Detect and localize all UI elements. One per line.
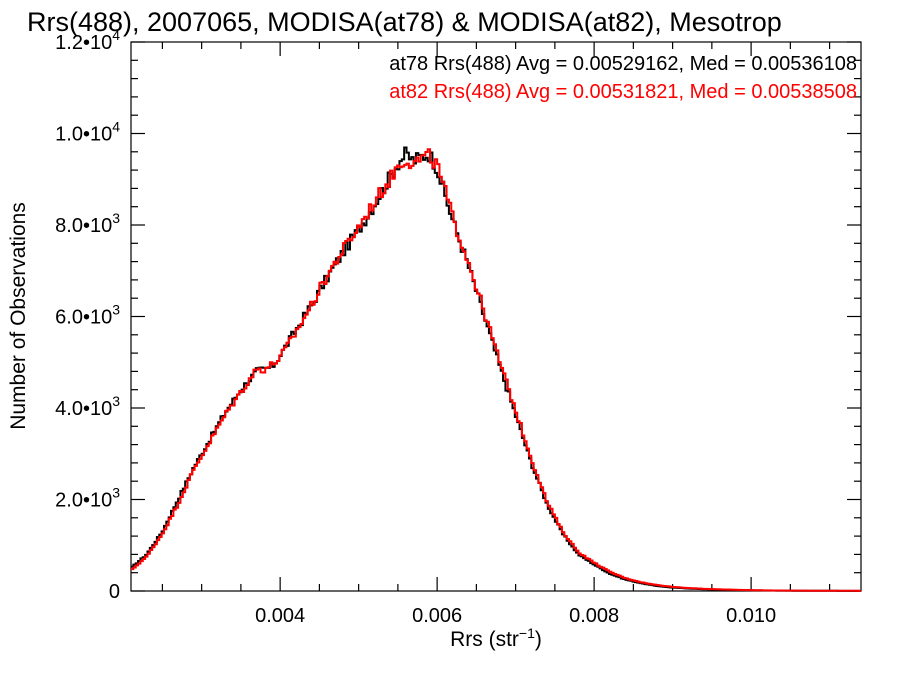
series-line-0 — [131, 146, 861, 592]
y-tick-label: 2.0•103 — [55, 485, 120, 512]
plot-frame — [130, 41, 862, 592]
y-tick-labels: 0 2.0•103 4.0•103 6.0•103 8.0•103 1.0•104 1.2•… — [55, 27, 120, 603]
annotation-at78: at78 Rrs(488) Avg = 0.00529162, Med = 0.… — [389, 53, 857, 75]
series-group — [131, 146, 861, 592]
y-tick-label: 6.0•103 — [55, 302, 120, 329]
axis-ticks — [131, 41, 861, 592]
x-tick-label: 0.004 — [255, 605, 305, 627]
y-tick-label: 4.0•103 — [55, 393, 120, 420]
x-axis-label: Rrs (str−1) — [450, 625, 542, 651]
x-tick-label: 0.008 — [569, 605, 619, 627]
y-tick-label: 8.0•103 — [55, 210, 120, 237]
x-tick-label: 0.006 — [412, 605, 462, 627]
y-tick-label: 0 — [109, 581, 120, 603]
chart-title: Rrs(488), 2007065, MODISA(at78) & MODISA… — [27, 7, 782, 37]
y-axis-label: Number of Observations — [7, 202, 30, 430]
y-tick-label: 1.2•104 — [55, 27, 120, 54]
x-tick-labels: 0.004 0.006 0.008 0.010 — [255, 605, 776, 627]
annotation-at82: at82 Rrs(488) Avg = 0.00531821, Med = 0.… — [389, 81, 857, 103]
x-tick-label: 0.010 — [726, 605, 776, 627]
y-tick-label: 1.0•104 — [55, 119, 120, 146]
series-line-1 — [131, 148, 861, 592]
